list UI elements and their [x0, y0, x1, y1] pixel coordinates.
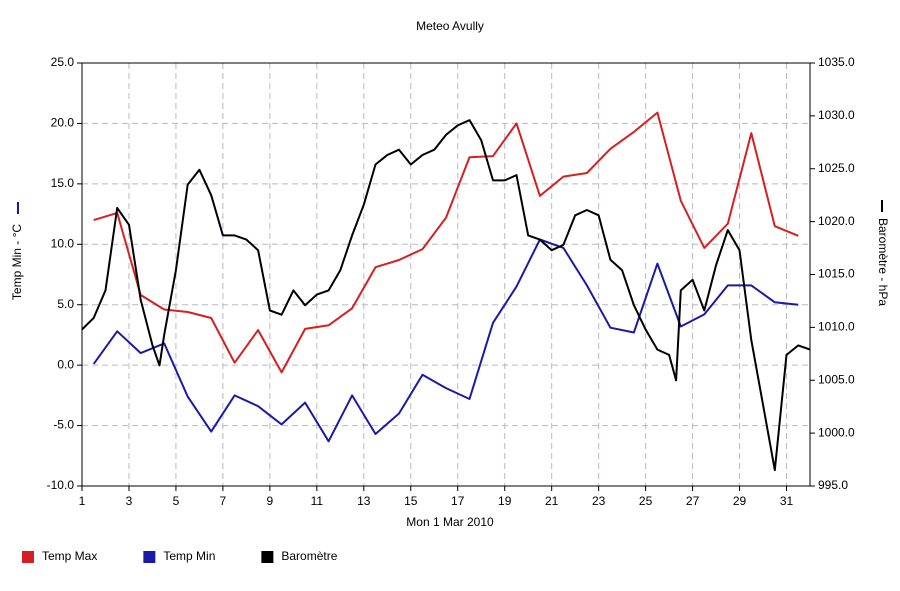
y-tick-label: 15.0 [51, 176, 75, 190]
x-tick-label: 23 [592, 494, 606, 508]
x-tick-label: 25 [639, 494, 653, 508]
y2-tick-label: 1005.0 [818, 372, 855, 386]
y2-tick-label: 1015.0 [818, 267, 855, 281]
x-tick-label: 7 [220, 494, 227, 508]
y2-axis-label: Baromètre - hPa [876, 218, 890, 306]
y2-tick-label: 995.0 [818, 478, 848, 492]
x-tick-label: 21 [545, 494, 559, 508]
y2-tick-label: 1035.0 [818, 55, 855, 69]
legend-label: Temp Min [163, 549, 215, 563]
y-tick-label: 0.0 [57, 357, 74, 371]
x-tick-label: 31 [780, 494, 794, 508]
y-tick-label: 20.0 [51, 116, 75, 130]
x-tick-label: 1 [79, 494, 86, 508]
x-tick-label: 13 [357, 494, 371, 508]
y2-tick-label: 1000.0 [818, 425, 855, 439]
x-tick-label: 29 [733, 494, 747, 508]
x-tick-label: 5 [173, 494, 180, 508]
y2-tick-label: 1010.0 [818, 320, 855, 334]
x-tick-label: 17 [451, 494, 465, 508]
legend-swatch [143, 551, 156, 563]
chart-title: Meteo Avully [416, 19, 484, 33]
x-tick-label: 15 [404, 494, 418, 508]
y-tick-label: 5.0 [57, 297, 74, 311]
y-axis-title: Temp Min - °C [10, 202, 24, 300]
legend-swatch [22, 551, 34, 563]
series-line [81, 119, 811, 472]
plot-frame [81, 62, 811, 487]
x-tick-label: 19 [498, 494, 512, 508]
x-tick-label: 27 [686, 494, 700, 508]
y2-tick-label: 1025.0 [818, 161, 855, 175]
y2-tick-label: 1030.0 [818, 108, 855, 122]
series-line [93, 111, 799, 374]
x-tick-label: 11 [311, 494, 324, 508]
y2-axis-title: Baromètre - hPa [876, 200, 890, 306]
legend-label: Temp Max [42, 549, 97, 563]
y-tick-label: -5.0 [53, 418, 74, 432]
legend-label: Baromètre [281, 549, 337, 563]
legend-swatch [261, 551, 274, 563]
y-tick-label: 10.0 [51, 236, 75, 250]
y2-tick-label: 1020.0 [818, 214, 855, 228]
y-axis-label: Temp Min - °C [10, 224, 24, 300]
x-axis-label: Mon 1 Mar 2010 [406, 515, 494, 529]
y-tick-label: 25.0 [51, 55, 75, 69]
y-tick-label: -10.0 [47, 478, 75, 492]
series-line [92, 238, 799, 443]
x-tick-label: 9 [267, 494, 274, 508]
x-tick-label: 3 [126, 494, 133, 508]
